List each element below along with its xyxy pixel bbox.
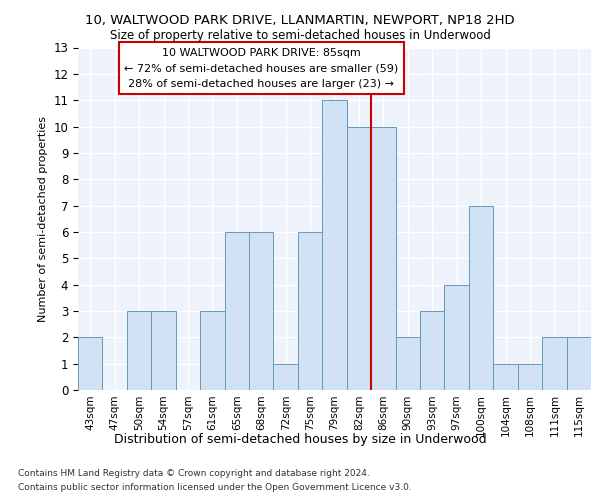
Text: 10 WALTWOOD PARK DRIVE: 85sqm
← 72% of semi-detached houses are smaller (59)
28%: 10 WALTWOOD PARK DRIVE: 85sqm ← 72% of s… — [124, 48, 398, 88]
Bar — [445, 284, 469, 390]
Bar — [518, 364, 542, 390]
Bar — [298, 232, 322, 390]
Bar — [542, 338, 566, 390]
Bar — [200, 311, 224, 390]
Bar — [249, 232, 274, 390]
Bar — [566, 338, 591, 390]
Bar — [347, 126, 371, 390]
Bar — [78, 338, 103, 390]
Text: Distribution of semi-detached houses by size in Underwood: Distribution of semi-detached houses by … — [113, 432, 487, 446]
Bar — [151, 311, 176, 390]
Bar — [127, 311, 151, 390]
Text: Contains public sector information licensed under the Open Government Licence v3: Contains public sector information licen… — [18, 482, 412, 492]
Y-axis label: Number of semi-detached properties: Number of semi-detached properties — [38, 116, 48, 322]
Bar — [395, 338, 420, 390]
Text: 10, WALTWOOD PARK DRIVE, LLANMARTIN, NEWPORT, NP18 2HD: 10, WALTWOOD PARK DRIVE, LLANMARTIN, NEW… — [85, 14, 515, 27]
Bar — [371, 126, 395, 390]
Bar — [322, 100, 347, 390]
Bar — [493, 364, 518, 390]
Bar — [420, 311, 445, 390]
Bar — [224, 232, 249, 390]
Bar — [469, 206, 493, 390]
Text: Size of property relative to semi-detached houses in Underwood: Size of property relative to semi-detach… — [110, 29, 490, 42]
Bar — [274, 364, 298, 390]
Text: Contains HM Land Registry data © Crown copyright and database right 2024.: Contains HM Land Registry data © Crown c… — [18, 469, 370, 478]
